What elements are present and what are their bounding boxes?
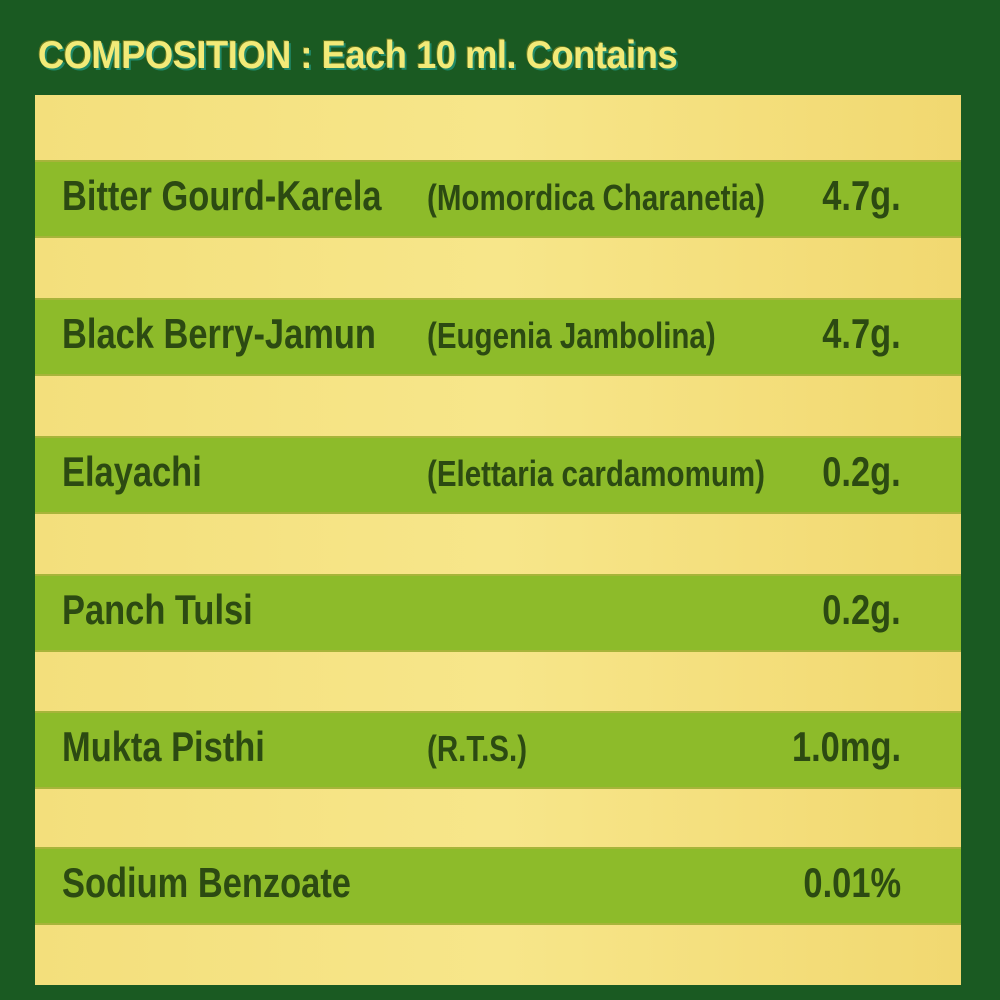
ingredient-quantity: 4.7g. xyxy=(822,310,901,357)
ingredient-botanical: (Elettaria cardamomum) xyxy=(427,453,765,494)
ingredient-name: Panch Tulsi xyxy=(62,586,253,633)
ingredient-quantity: 4.7g. xyxy=(822,172,901,219)
ingredient-quantity: 0.01% xyxy=(803,859,901,906)
ingredient-row: Black Berry-Jamun (Eugenia Jambolina) 4.… xyxy=(35,298,961,376)
ingredient-row: Bitter Gourd-Karela (Momordica Charaneti… xyxy=(35,160,961,238)
ingredient-row: Panch Tulsi 0.2g. xyxy=(35,574,961,652)
ingredient-botanical: (Eugenia Jambolina) xyxy=(427,315,716,356)
composition-table: Bitter Gourd-Karela (Momordica Charaneti… xyxy=(35,95,961,985)
ingredient-name: Mukta Pisthi xyxy=(62,723,265,770)
ingredient-name: Elayachi xyxy=(62,448,202,495)
ingredient-name: Bitter Gourd-Karela xyxy=(62,172,382,219)
composition-title: COMPOSITION : Each 10 ml. Contains xyxy=(38,34,678,77)
ingredient-name: Sodium Benzoate xyxy=(62,859,351,906)
ingredient-quantity: 1.0mg. xyxy=(791,723,901,770)
ingredient-botanical: (Momordica Charanetia) xyxy=(427,177,765,218)
ingredient-row: Mukta Pisthi (R.T.S.) 1.0mg. xyxy=(35,711,961,789)
ingredient-quantity: 0.2g. xyxy=(822,448,901,495)
ingredient-quantity: 0.2g. xyxy=(822,586,901,633)
ingredient-row: Elayachi (Elettaria cardamomum) 0.2g. xyxy=(35,436,961,514)
ingredient-name: Black Berry-Jamun xyxy=(62,310,376,357)
ingredient-row: Sodium Benzoate 0.01% xyxy=(35,847,961,925)
ingredient-botanical: (R.T.S.) xyxy=(427,728,528,769)
